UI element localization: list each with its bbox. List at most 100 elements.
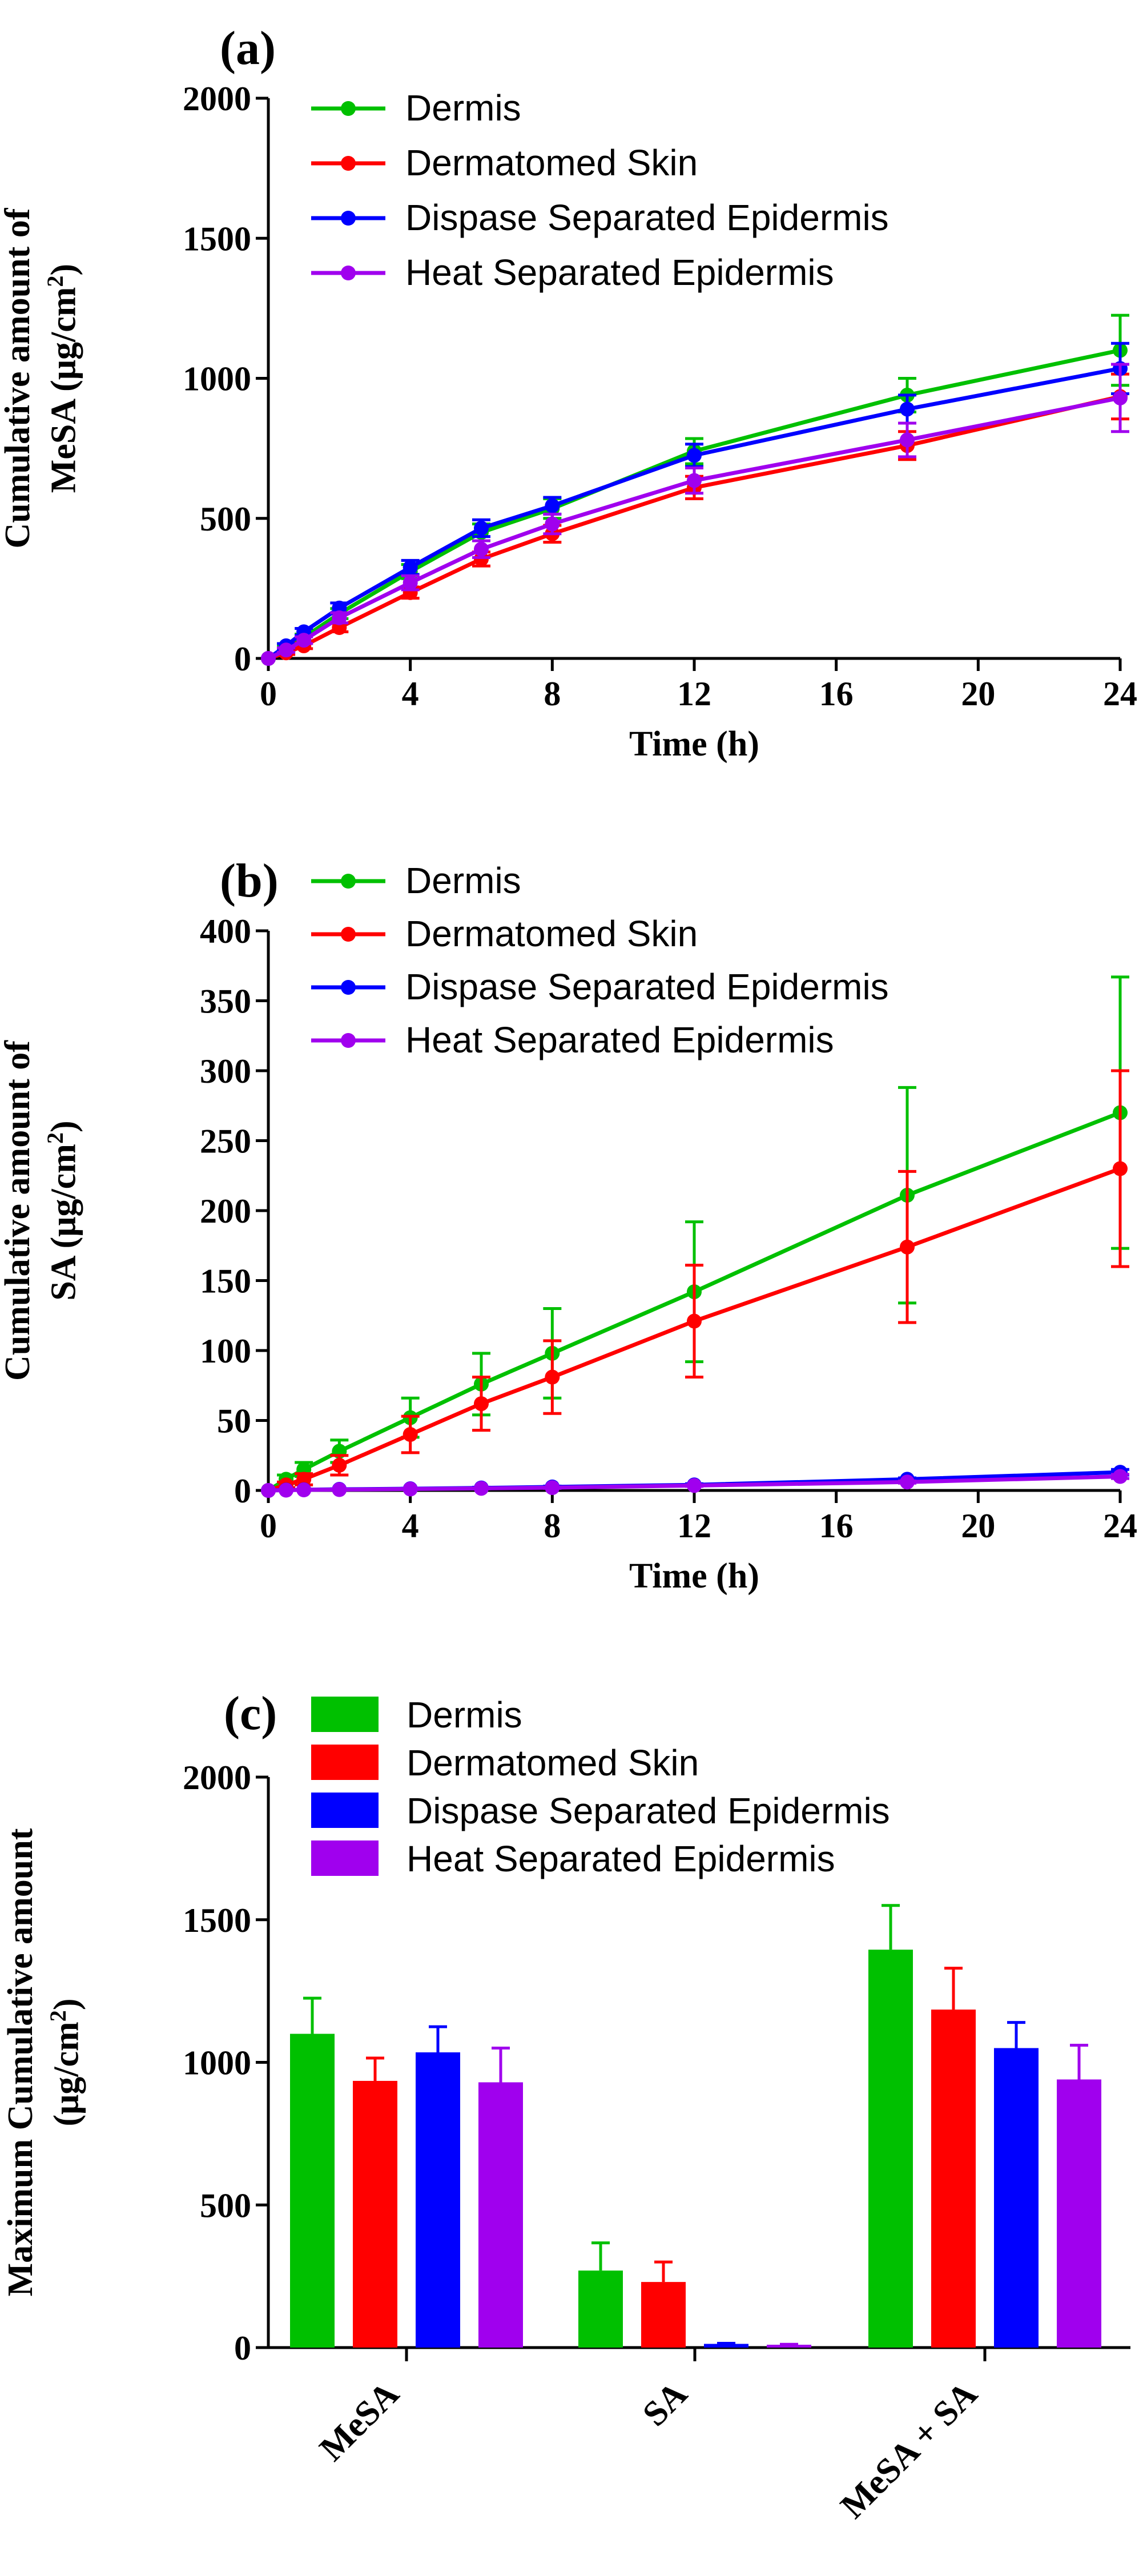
- y-tick-label: 1000: [183, 360, 251, 398]
- data-point: [474, 541, 489, 557]
- data-point: [900, 401, 915, 417]
- y-tick-label: 400: [200, 913, 251, 950]
- y-axis-title: Cumulative amount of SA (μg/cm2): [0, 1040, 83, 1381]
- series-2: [261, 341, 1129, 666]
- y-axis-title-suffix: ): [47, 1999, 86, 2011]
- y-tick-label: 250: [200, 1123, 251, 1160]
- legend-label: Dermis: [405, 87, 521, 128]
- data-point: [900, 1474, 915, 1490]
- y-tick-label: 350: [200, 983, 251, 1020]
- data-point: [261, 1483, 276, 1498]
- bar-0: [868, 1950, 913, 2348]
- bar-1: [353, 2080, 397, 2348]
- series-3: [261, 363, 1129, 666]
- y-axis-title-superscript: 2: [45, 2010, 71, 2022]
- data-point: [900, 1239, 915, 1255]
- panel-label: (c): [224, 1687, 277, 1740]
- bar-2: [994, 2048, 1039, 2348]
- legend-marker: [341, 211, 356, 226]
- y-axis-title-text: MeSA (μg/cm: [45, 287, 83, 493]
- y-tick-label: 2000: [183, 1759, 251, 1797]
- x-tick-label: 0: [260, 1507, 277, 1545]
- x-tick-label: MeSA: [312, 2374, 407, 2469]
- data-point: [403, 575, 418, 590]
- data-point: [403, 1481, 418, 1497]
- y-tick-label: 1500: [183, 1902, 251, 1939]
- legend-marker: [341, 874, 356, 889]
- y-axis-title-line2: MeSA (μg/cm2): [42, 264, 83, 493]
- data-point: [296, 1482, 312, 1498]
- data-point: [474, 520, 489, 536]
- bar-1: [931, 2010, 976, 2348]
- x-tick-label: 16: [819, 675, 854, 713]
- data-point: [1113, 390, 1128, 405]
- data-point: [403, 1427, 418, 1442]
- data-point: [1113, 1161, 1128, 1176]
- data-point: [545, 516, 560, 532]
- data-point: [279, 1482, 294, 1498]
- x-tick-label: 4: [402, 675, 419, 713]
- series-1: [261, 372, 1129, 666]
- panel-0: 0 500 1000 1500 2000 0 4 8 12 16 20 24 Time (h) Cumul…: [0, 22, 1137, 763]
- y-axis-title-line2: SA (μg/cm2): [42, 1120, 83, 1300]
- y-tick-label: 200: [200, 1192, 251, 1230]
- series-3: [261, 1469, 1129, 1498]
- data-point: [332, 1482, 347, 1497]
- y-axis-title-line2: (μg/cm2): [45, 1999, 86, 2127]
- y-axis-title-text: (μg/cm: [47, 2022, 86, 2126]
- legend-label: Dermatomed Skin: [407, 1742, 699, 1783]
- series-line: [267, 366, 1121, 660]
- legend-marker: [341, 266, 356, 280]
- legend-label: Dermatomed Skin: [405, 142, 698, 183]
- series-line: [267, 394, 1121, 661]
- panel-2: 0 500 1000 1500 2000 MeSA SA MeSA + SA Maximum C…: [1, 1687, 1130, 2526]
- y-tick-label: 0: [234, 640, 251, 678]
- legend-marker: [341, 980, 356, 995]
- legend-marker: [341, 927, 356, 942]
- x-tick-label: 20: [961, 675, 995, 713]
- panel-label: (b): [220, 854, 279, 907]
- data-point: [1113, 1469, 1128, 1484]
- y-axis-title: Maximum Cumulative amount (μg/cm2): [1, 1828, 86, 2296]
- y-tick-label: 1500: [183, 220, 251, 258]
- series-1: [261, 1069, 1129, 1498]
- data-point: [279, 642, 294, 658]
- panel-label: (a): [220, 22, 276, 75]
- data-point: [545, 1480, 560, 1496]
- legend-marker: [341, 156, 356, 171]
- legend-swatch: [311, 1793, 379, 1828]
- y-tick-label: 50: [217, 1402, 251, 1440]
- y-tick-label: 100: [200, 1332, 251, 1370]
- x-tick-label: 20: [961, 1507, 995, 1545]
- y-tick-label: 500: [200, 2187, 251, 2224]
- data-point: [332, 610, 347, 625]
- bar-3: [767, 2345, 811, 2348]
- y-axis-title-line1: Cumulative amount of: [0, 207, 37, 548]
- x-tick-label: 16: [819, 1507, 854, 1545]
- x-tick-label: MeSA + SA: [833, 2374, 985, 2526]
- data-point: [900, 432, 915, 448]
- y-axis-title-suffix: ): [45, 1120, 83, 1132]
- data-point: [687, 473, 702, 488]
- x-axis-title: Time (h): [629, 725, 759, 763]
- legend-label: Heat Separated Epidermis: [405, 1019, 834, 1060]
- series-line: [267, 396, 1121, 661]
- y-tick-label: 300: [200, 1052, 251, 1090]
- y-axis-title-line1: Cumulative amount of: [0, 1040, 37, 1381]
- y-axis-title-text: SA (μg/cm: [45, 1144, 83, 1301]
- x-tick-label: 8: [544, 675, 561, 713]
- y-axis-title-superscript: 2: [42, 1132, 68, 1144]
- bar-0: [578, 2270, 623, 2348]
- data-point: [474, 1481, 489, 1496]
- y-axis-title-line1: Maximum Cumulative amount: [1, 1828, 40, 2296]
- legend-swatch: [311, 1745, 379, 1780]
- x-tick-label: 8: [544, 1507, 561, 1545]
- bar-0: [290, 2034, 335, 2348]
- y-axis-title-superscript: 2: [42, 275, 68, 287]
- bar-3: [1057, 2079, 1101, 2348]
- y-axis-title-suffix: ): [45, 264, 83, 276]
- x-tick-label: 4: [402, 1507, 419, 1545]
- legend-marker: [341, 1033, 356, 1048]
- legend-swatch: [311, 1840, 379, 1876]
